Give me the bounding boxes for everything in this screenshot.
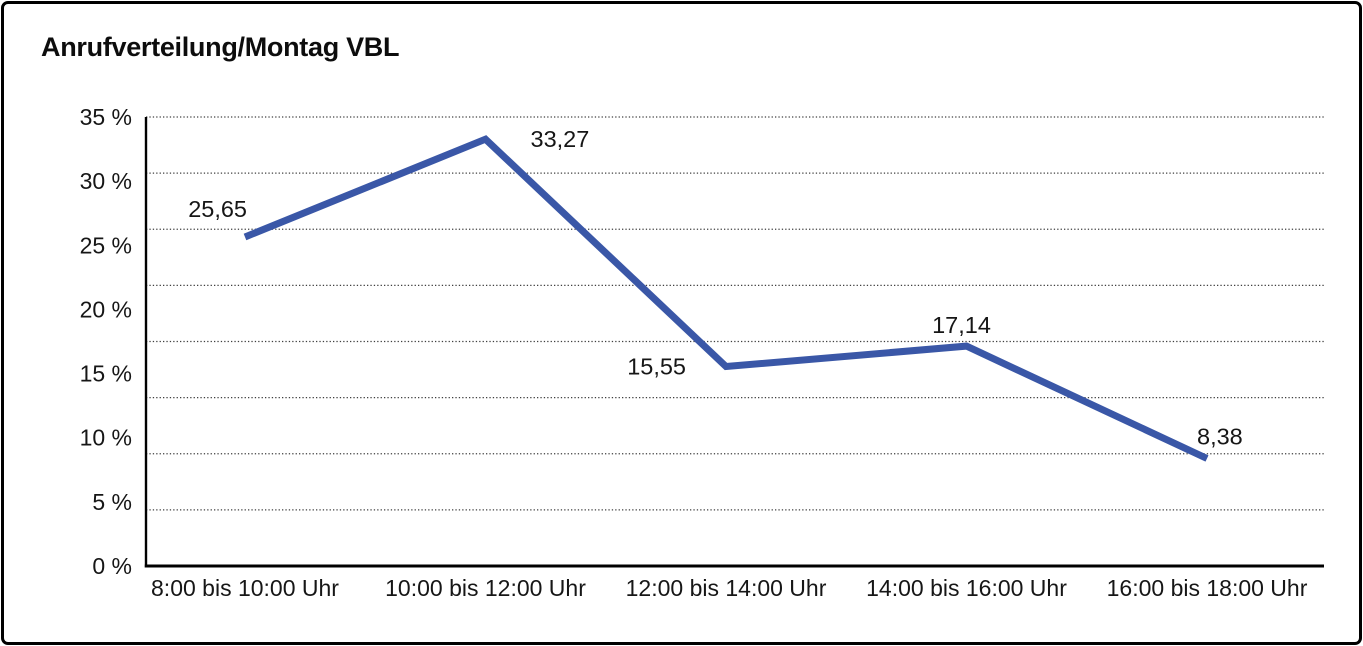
x-category-label: 16:00 bis 18:00 Uhr (1107, 575, 1308, 601)
chart-title: Anrufverteilung/Montag VBL (41, 32, 400, 62)
value-label: 25,65 (188, 196, 247, 222)
line-chart-plot-area: 0 % 5 % 10 % 15 % 20 % 25 % 30 % 35 % 8:00 bis 1… (80, 104, 1324, 601)
x-category-label: 12:00 bis 14:00 Uhr (626, 575, 827, 601)
y-tick-label: 35 % (80, 104, 132, 130)
y-tick-label: 15 % (80, 361, 132, 387)
x-category-label: 14:00 bis 16:00 Uhr (866, 575, 1067, 601)
value-label: 15,55 (627, 354, 686, 380)
x-category-label: 8:00 bis 10:00 Uhr (151, 575, 339, 601)
value-label: 17,14 (932, 312, 991, 338)
value-label: 8,38 (1197, 423, 1243, 449)
y-tick-label: 30 % (80, 168, 132, 194)
data-line (243, 135, 1209, 462)
x-category-label: 10:00 bis 12:00 Uhr (385, 575, 586, 601)
value-label: 33,27 (531, 126, 590, 152)
y-tick-label: 20 % (80, 296, 132, 322)
y-tick-label: 5 % (92, 489, 132, 515)
y-tick-label: 25 % (80, 232, 132, 258)
y-tick-label: 0 % (92, 553, 132, 579)
y-tick-label: 10 % (80, 425, 132, 451)
